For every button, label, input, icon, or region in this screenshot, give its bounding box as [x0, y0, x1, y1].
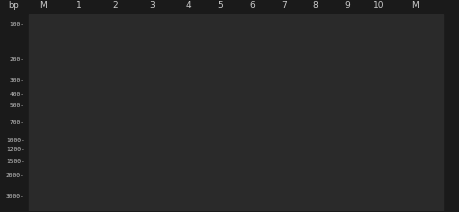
- Text: 1: 1: [76, 1, 82, 10]
- Text: 6: 6: [248, 1, 254, 10]
- Text: M: M: [39, 1, 46, 10]
- Text: 1000-: 1000-: [6, 138, 24, 143]
- Text: 500-: 500-: [10, 103, 24, 108]
- Text: 2: 2: [112, 1, 118, 10]
- Text: 3: 3: [149, 1, 154, 10]
- Text: bp: bp: [9, 1, 19, 10]
- Text: 700-: 700-: [10, 120, 24, 125]
- Text: 1500-: 1500-: [6, 159, 24, 164]
- Text: 7: 7: [280, 1, 286, 10]
- Bar: [29, 14, 442, 211]
- Text: 10: 10: [373, 1, 384, 10]
- Text: M: M: [411, 1, 419, 10]
- Text: 100-: 100-: [10, 22, 24, 27]
- Text: 400-: 400-: [10, 92, 24, 97]
- Text: 300-: 300-: [10, 78, 24, 83]
- Text: 9: 9: [344, 1, 349, 10]
- Text: 200-: 200-: [10, 57, 24, 62]
- Text: 5: 5: [217, 1, 222, 10]
- Text: 8: 8: [312, 1, 318, 10]
- Text: 2000-: 2000-: [6, 173, 24, 178]
- Text: 1200-: 1200-: [6, 148, 24, 152]
- Text: 3000-: 3000-: [6, 194, 24, 199]
- Text: 4: 4: [185, 1, 190, 10]
